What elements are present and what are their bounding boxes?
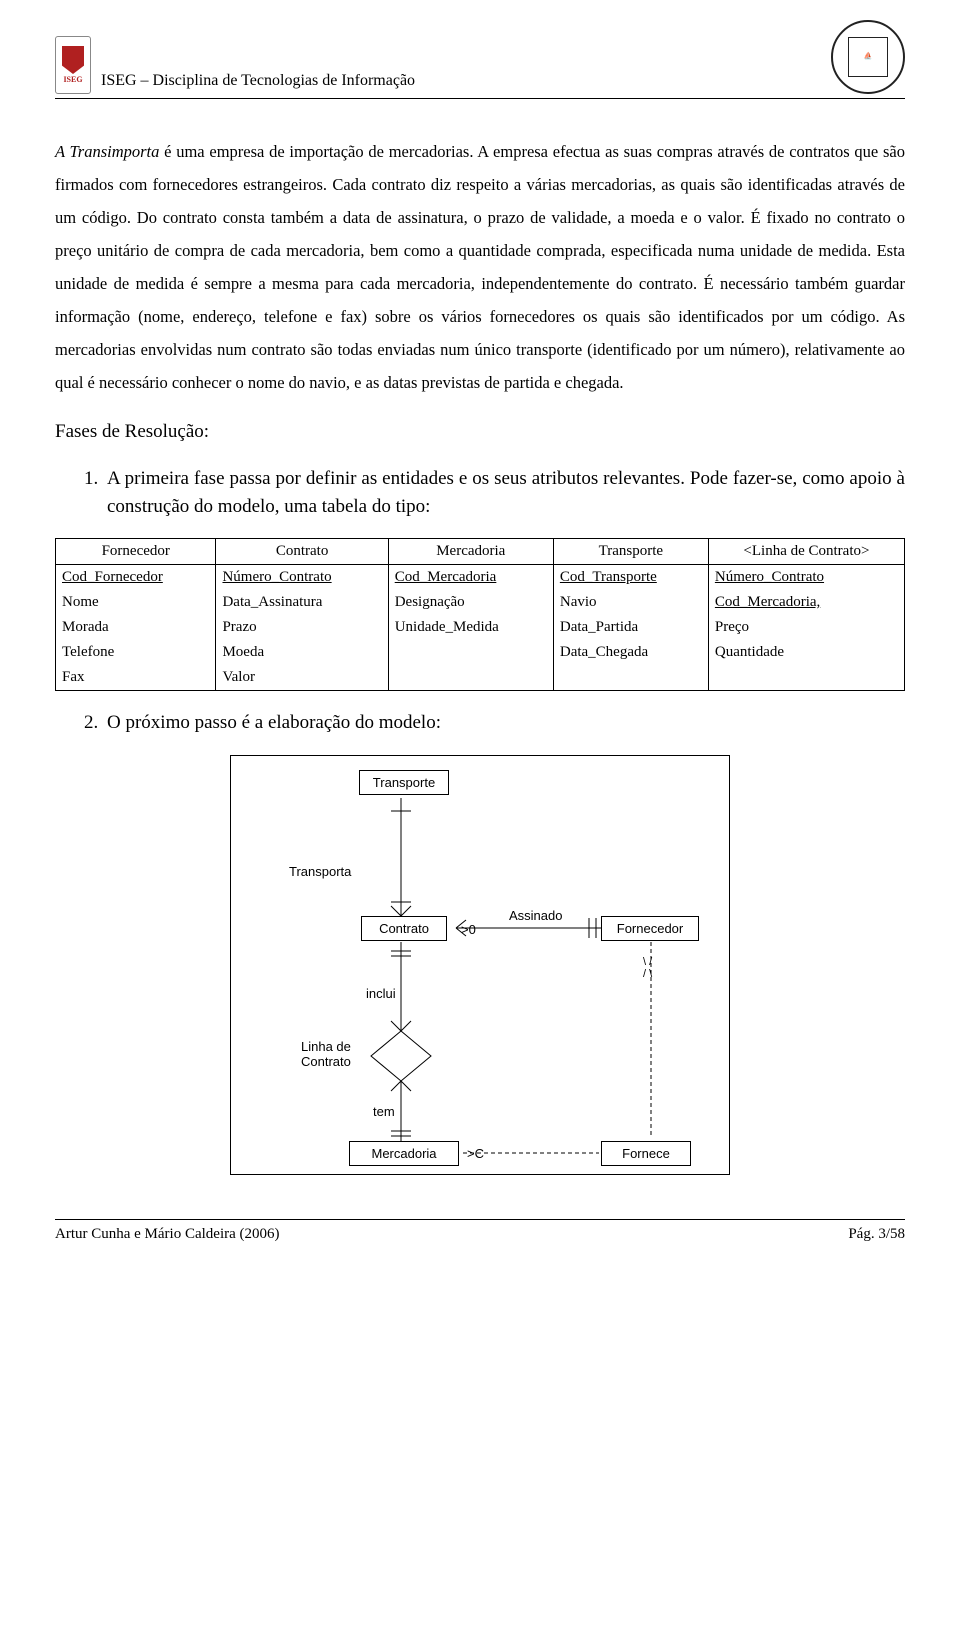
table-cell: Cod_Fornecedor — [56, 565, 216, 591]
diagram-wrapper: Transporte Contrato Fornecedor Mercadori… — [55, 755, 905, 1175]
label-linha1: Linha de — [301, 1039, 351, 1054]
iseg-logo-text: ISEG — [63, 76, 82, 84]
table-cell: Unidade_Medida — [388, 615, 553, 640]
utl-logo-icon: ⛵ — [831, 20, 905, 94]
table-cell: Valor — [216, 665, 388, 691]
paragraph-rest: é uma empresa de importação de mercadori… — [55, 142, 905, 392]
diagram-connectors — [231, 756, 731, 1176]
label-linha2: Contrato — [301, 1054, 351, 1069]
table-row: TelefoneMoeda Data_Chegada Quantidade — [56, 640, 905, 665]
label-assinado: Assinado — [509, 908, 562, 923]
table-cell: Cod_Mercadoria, — [708, 590, 904, 615]
footer-left: Artur Cunha e Mário Caldeira (2006) — [55, 1226, 280, 1243]
page-footer: Artur Cunha e Mário Caldeira (2006) Pág.… — [55, 1226, 905, 1243]
utl-logo-inner-icon: ⛵ — [848, 37, 888, 77]
table-cell: Data_Chegada — [553, 640, 708, 665]
label-gt0: >0 — [461, 922, 476, 937]
table-cell: Número_Contrato — [216, 565, 388, 591]
th-contrato: Contrato — [216, 539, 388, 565]
main-paragraph: A Transimporta é uma empresa de importaç… — [55, 135, 905, 399]
header-divider — [55, 98, 905, 99]
entity-mercadoria: Mercadoria — [349, 1141, 459, 1166]
table-cell: Preço — [708, 615, 904, 640]
footer-right: Pág. 3/58 — [848, 1226, 905, 1243]
entity-fornecedor: Fornecedor — [601, 916, 699, 941]
table-cell: Nome — [56, 590, 216, 615]
entity-contrato: Contrato — [361, 916, 447, 941]
entity-transporte: Transporte — [359, 770, 449, 795]
label-gtc: >C — [467, 1146, 484, 1161]
th-linha: <Linha de Contrato> — [708, 539, 904, 565]
phase-list-2: O próximo passo é a elaboração do modelo… — [55, 709, 905, 737]
table-cell: Quantidade — [708, 640, 904, 665]
table-cell: Designação — [388, 590, 553, 615]
entities-thead: Fornecedor Contrato Mercadoria Transport… — [56, 539, 905, 565]
table-cell: Navio — [553, 590, 708, 615]
er-diagram: Transporte Contrato Fornecedor Mercadori… — [230, 755, 730, 1175]
table-cell — [388, 665, 553, 691]
label-tem: tem — [373, 1104, 395, 1119]
th-transporte: Transporte — [553, 539, 708, 565]
lead-italic: A Transimporta — [55, 142, 159, 161]
label-inclui: inclui — [366, 986, 396, 1001]
table-row: MoradaPrazoUnidade_MedidaData_PartidaPre… — [56, 615, 905, 640]
shield-icon — [62, 46, 84, 74]
th-fornecedor: Fornecedor — [56, 539, 216, 565]
label-dash1: \ / — [643, 956, 652, 968]
table-cell: Cod_Mercadoria — [388, 565, 553, 591]
table-cell — [388, 640, 553, 665]
entity-fornece: Fornece — [601, 1141, 691, 1166]
entities-tbody: Cod_FornecedorNúmero_ContratoCod_Mercado… — [56, 565, 905, 691]
table-cell — [708, 665, 904, 691]
table-cell: Moeda — [216, 640, 388, 665]
label-transporta: Transporta — [289, 864, 351, 879]
table-cell: Telefone — [56, 640, 216, 665]
iseg-logo-icon: ISEG — [55, 36, 91, 94]
footer-divider — [55, 1219, 905, 1220]
phases-heading: Fases de Resolução: — [55, 421, 905, 443]
phase-item-1: A primeira fase passa por definir as ent… — [103, 465, 905, 520]
th-mercadoria: Mercadoria — [388, 539, 553, 565]
table-cell: Número_Contrato — [708, 565, 904, 591]
table-row: Cod_FornecedorNúmero_ContratoCod_Mercado… — [56, 565, 905, 591]
label-dash2: / \ — [643, 968, 652, 980]
phase-item-2: O próximo passo é a elaboração do modelo… — [103, 709, 905, 737]
table-cell: Cod_Transporte — [553, 565, 708, 591]
table-cell: Data_Assinatura — [216, 590, 388, 615]
header-left: ISEG ISEG – Disciplina de Tecnologias de… — [55, 36, 415, 94]
table-cell: Morada — [56, 615, 216, 640]
page-header: ISEG ISEG – Disciplina de Tecnologias de… — [55, 20, 905, 94]
table-cell: Data_Partida — [553, 615, 708, 640]
table-cell: Prazo — [216, 615, 388, 640]
entities-table: Fornecedor Contrato Mercadoria Transport… — [55, 538, 905, 691]
table-cell — [553, 665, 708, 691]
table-cell: Fax — [56, 665, 216, 691]
phase-list-1: A primeira fase passa por definir as ent… — [55, 465, 905, 520]
table-row: FaxValor — [56, 665, 905, 691]
header-course-line: ISEG – Disciplina de Tecnologias de Info… — [101, 72, 415, 94]
table-row: NomeData_AssinaturaDesignaçãoNavioCod_Me… — [56, 590, 905, 615]
